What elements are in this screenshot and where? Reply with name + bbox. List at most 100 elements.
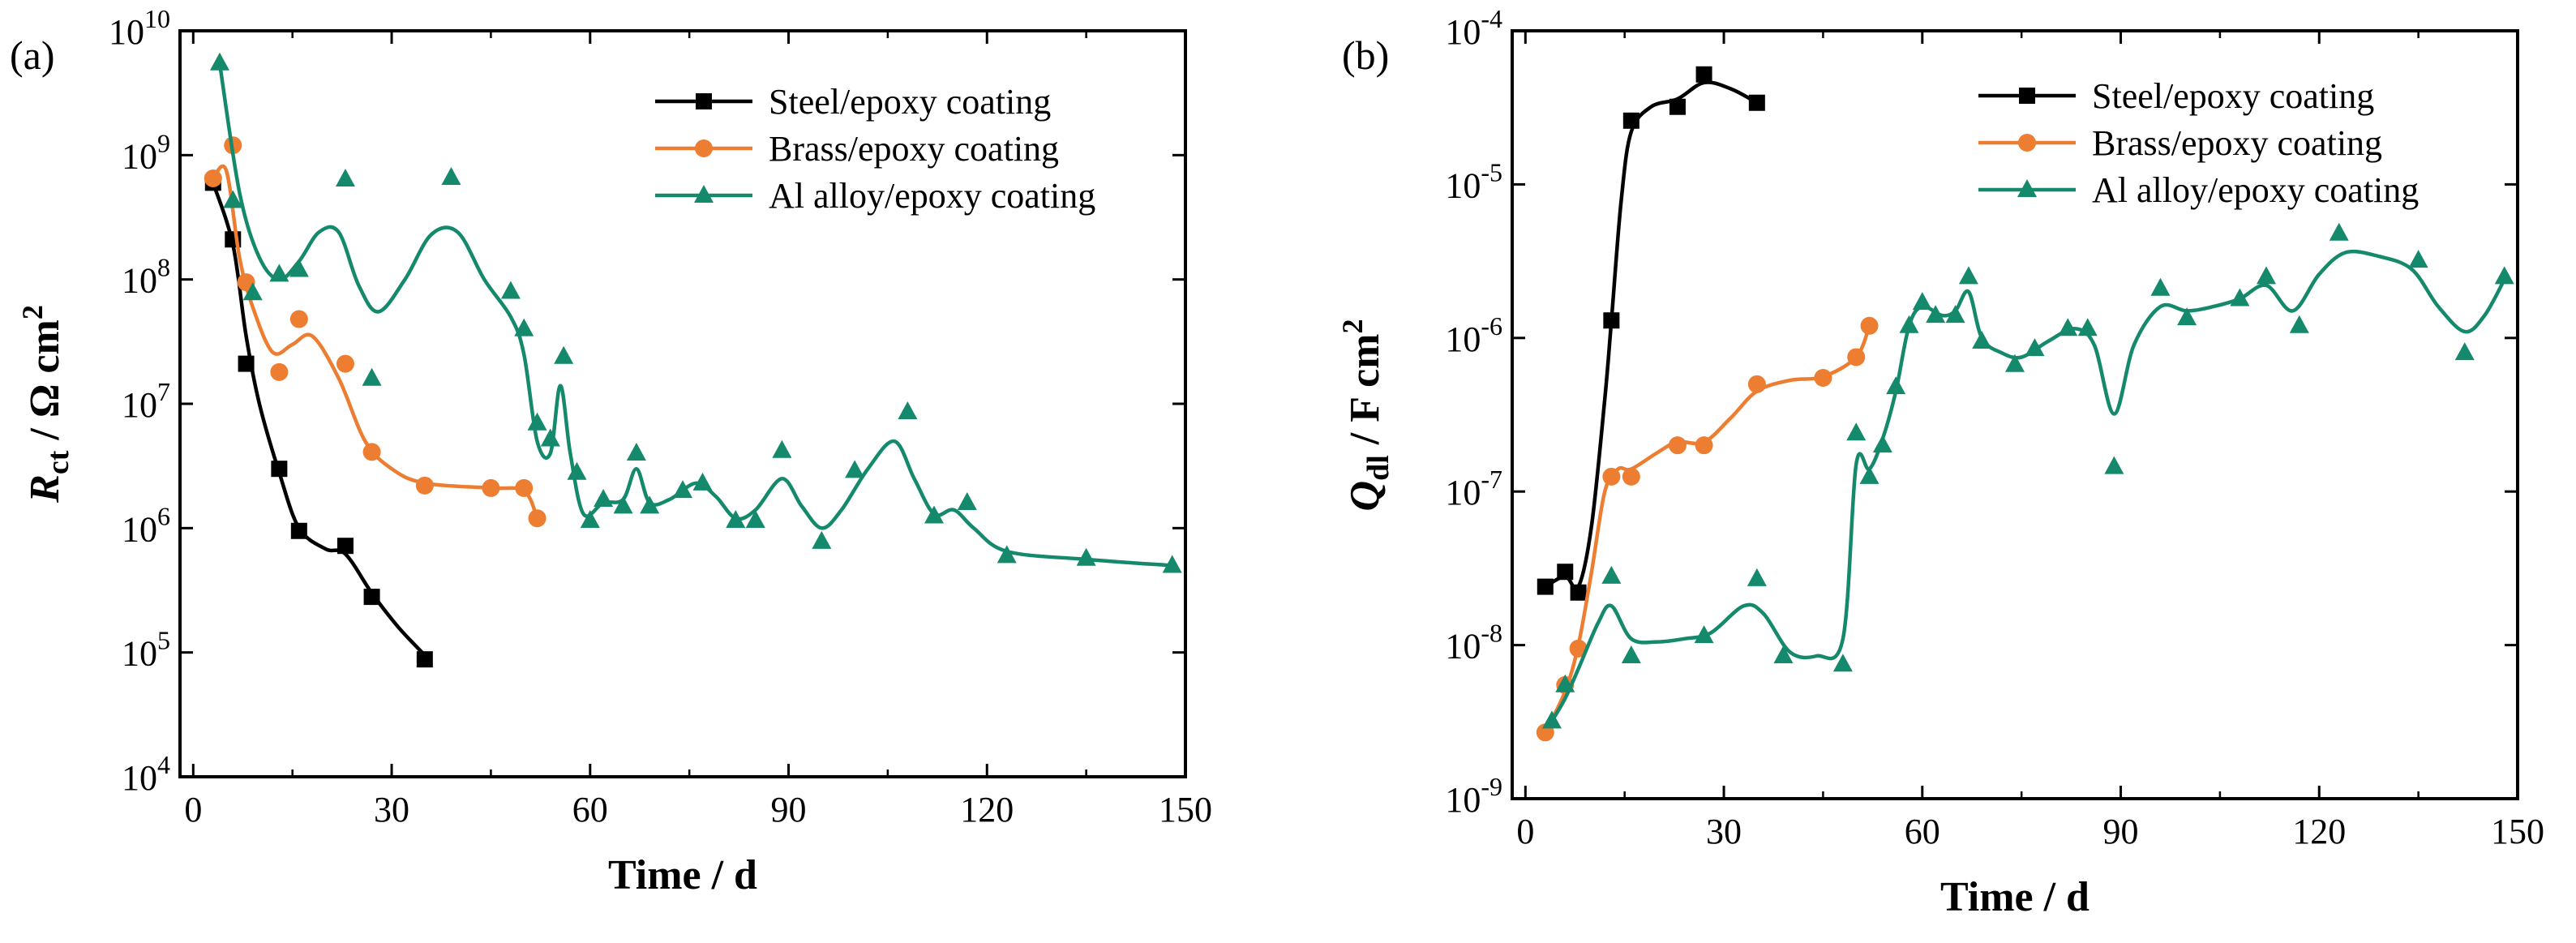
y-tick-label: 1010 [109, 4, 170, 52]
legend-label: Brass/epoxy coating [2092, 123, 2382, 163]
data-point [1872, 435, 1892, 453]
y-tick-exponent: 8 [157, 253, 170, 282]
data-point [2104, 456, 2124, 474]
data-point [1162, 555, 1182, 573]
data-point [1958, 266, 1978, 285]
series-line [1543, 324, 1871, 734]
series-line [1544, 80, 1758, 591]
data-point [745, 510, 765, 529]
data-point [1601, 565, 1622, 584]
series-1 [1537, 66, 1765, 601]
y-title-unit: / Ω cm [22, 319, 68, 450]
y-tick-label: 10-9 [1445, 772, 1502, 820]
legend-marker [2019, 88, 2035, 104]
y-tick-base: 10 [1445, 319, 1481, 359]
data-point [336, 354, 354, 373]
data-point [1537, 578, 1554, 595]
data-point [290, 522, 307, 539]
data-point [1945, 305, 1965, 324]
y-tick-base: 10 [1445, 12, 1481, 52]
data-point [997, 545, 1017, 564]
data-point [613, 495, 633, 514]
x-tick-label: 90 [771, 790, 807, 829]
y-tick-base: 10 [122, 385, 157, 425]
data-point [528, 509, 546, 528]
data-point [363, 589, 380, 606]
y-tick-base: 10 [1445, 780, 1481, 820]
y-tick-base: 10 [122, 136, 157, 176]
x-tick-label: 120 [960, 790, 1014, 829]
series-2 [204, 136, 546, 528]
y-title-unit: / F cm [1342, 334, 1388, 456]
y-tick-label: 10-8 [1445, 619, 1502, 667]
legend-label: Steel/epoxy coating [769, 82, 1051, 122]
data-point [238, 355, 255, 372]
legend: Steel/epoxy coating Brass/epoxy coating Al… [655, 82, 1095, 216]
y-tick-exponent: 6 [157, 501, 170, 530]
data-point [594, 488, 614, 507]
y-title-superscript: 2 [1336, 319, 1369, 334]
y-tick-exponent: -7 [1481, 465, 1502, 494]
y-tick-base: 10 [1445, 473, 1481, 512]
data-point [580, 510, 600, 529]
data-point [1860, 316, 1879, 335]
data-point [514, 318, 534, 336]
y-tick-label: 105 [122, 626, 170, 674]
data-point [2408, 250, 2428, 268]
data-point [1621, 645, 1641, 663]
y-title-superscript: 2 [16, 305, 49, 319]
data-point [2025, 338, 2045, 357]
legend-marker [2017, 179, 2037, 197]
y-tick-exponent: 4 [157, 750, 170, 779]
y-tick-exponent: -8 [1481, 619, 1502, 648]
legend-label: Steel/epoxy coating [2092, 76, 2374, 116]
y-tick-label: 10-7 [1445, 465, 1502, 512]
data-point [500, 281, 521, 299]
data-point [1541, 710, 1562, 729]
legend-marker [2018, 134, 2036, 152]
data-point [1899, 315, 1919, 333]
x-tick-label: 30 [374, 790, 409, 829]
data-point [1747, 568, 1767, 586]
data-point [2454, 342, 2475, 361]
data-point [1695, 66, 1712, 83]
data-point [640, 495, 660, 514]
x-tick-label: 0 [1516, 812, 1534, 851]
y-tick-label: 10-6 [1445, 311, 1502, 359]
data-point [554, 345, 574, 364]
y-axis-title: Qdl / F cm2 [1336, 319, 1395, 512]
data-point [957, 492, 977, 511]
data-point [1773, 645, 1794, 663]
data-point [673, 480, 692, 499]
panel-label: (a) [10, 32, 55, 78]
y-title-symbol: R [22, 474, 68, 504]
data-point [515, 478, 534, 497]
legend-label: Brass/epoxy coating [769, 129, 1059, 169]
series-line [212, 164, 539, 520]
data-point [2289, 315, 2309, 333]
data-point [726, 510, 746, 529]
y-tick-label: 107 [122, 377, 170, 425]
data-point [1747, 375, 1766, 393]
y-tick-label: 10-4 [1445, 4, 1502, 52]
y-tick-label: 106 [122, 501, 170, 549]
data-point [527, 412, 547, 431]
data-point [289, 310, 308, 328]
y-title-subscript: dl [1361, 455, 1395, 481]
data-point [441, 167, 461, 186]
x-tick-label: 150 [2491, 812, 2544, 851]
data-point [1846, 422, 1867, 441]
y-tick-exponent: -5 [1481, 157, 1502, 186]
data-point [2494, 266, 2514, 285]
plot-frame [1511, 29, 2519, 800]
data-point [2177, 307, 2197, 326]
data-point [812, 530, 832, 549]
legend-label: Al alloy/epoxy coating [769, 176, 1095, 216]
data-point [1622, 112, 1639, 129]
data-point [1622, 467, 1640, 486]
series-3 [1541, 222, 2514, 729]
y-tick-label: 104 [122, 750, 170, 798]
data-point [2077, 318, 2098, 336]
x-tick-label: 120 [2292, 812, 2346, 851]
